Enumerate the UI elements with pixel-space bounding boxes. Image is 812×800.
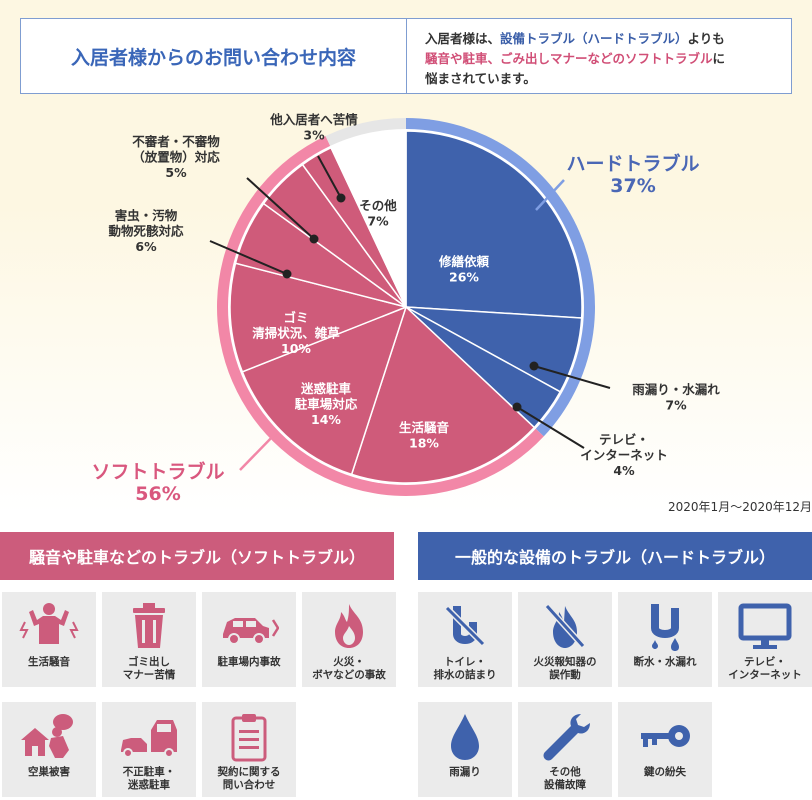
soft-tile-3: 火災・ ボヤなどの事故 <box>302 592 396 687</box>
burglar-icon <box>19 710 79 762</box>
soft-tile-label: 駐車場内事故 <box>217 656 281 668</box>
soft-trouble-header: 騒音や駐車などのトラブル（ソフトトラブル） <box>0 532 394 580</box>
hard-tile-1: 火災報知器の 誤作動 <box>518 592 612 687</box>
header-box: 入居者様からのお問い合わせ内容 入居者様は、設備トラブル（ハードトラブル）よりも… <box>20 18 792 94</box>
fire-alarm-off-icon <box>535 600 595 652</box>
hard-tile-6: 鍵の紛失 <box>618 702 712 797</box>
header-description: 入居者様は、設備トラブル（ハードトラブル）よりも 騒音や駐車、ごみ出しマナーなど… <box>407 19 791 93</box>
tv-monitor-icon <box>735 600 795 652</box>
soft-group-connector <box>239 432 277 471</box>
leader-line-3 <box>246 177 315 240</box>
key-icon <box>635 710 695 762</box>
soft-tile-label: ゴミ出し マナー苦情 <box>122 656 176 681</box>
hard-trouble-header: 一般的な設備のトラブル（ハードトラブル） <box>418 532 812 580</box>
inner-label-4: その他 7% <box>359 198 397 229</box>
leader-dot-0 <box>529 361 539 371</box>
outer-label-1: テレビ・インターネット 4% <box>580 432 668 478</box>
hard-group-label: ハードトラブル 37% <box>566 152 699 197</box>
desc-text-3: に <box>712 51 726 66</box>
date-range-note: 2020年1月～2020年12月 <box>668 500 812 514</box>
hard-tile-label: トイレ・ 排水の詰まり <box>433 656 497 681</box>
soft-tile-6: 契約に関する 問い合わせ <box>202 702 296 797</box>
outer-label-3: 不審者・不審物（放置物）対応 5% <box>132 134 220 180</box>
hard-tile-2: 断水・水漏れ <box>618 592 712 687</box>
leader-dot-1 <box>512 402 522 412</box>
outer-label-2: 害虫・汚物動物死骸対応 6% <box>108 208 184 254</box>
soft-tile-label: 火災・ ボヤなどの事故 <box>312 656 386 681</box>
hard-tile-5: その他 設備故障 <box>518 702 612 797</box>
inner-label-3: ゴミ清掃状況、雑草 10% <box>252 310 340 356</box>
hard-tile-label: 雨漏り <box>449 766 481 778</box>
desc-hard-highlight: 設備トラブル（ハードトラブル） <box>500 31 688 46</box>
inner-label-1: 生活騒音 18% <box>399 420 450 451</box>
soft-tile-label: 生活騒音 <box>28 656 70 668</box>
hard-tile-label: その他 設備故障 <box>544 766 586 791</box>
desc-soft-highlight: 騒音や駐車、ごみ出しマナーなどのソフトトラブル <box>425 51 713 66</box>
hard-tile-label: 鍵の紛失 <box>644 766 686 778</box>
hard-tile-4: 雨漏り <box>418 702 512 797</box>
soft-tile-label: 不正駐車・ 迷惑駐車 <box>122 766 176 791</box>
inner-label-0: 修繕依頼 26% <box>438 254 490 285</box>
leader-line-2 <box>209 240 288 275</box>
leader-dot-3 <box>309 234 319 244</box>
soft-tile-label: 空巣被害 <box>28 766 70 778</box>
soft-group-label: ソフトトラブル 56% <box>91 460 224 505</box>
hard-group-connector <box>535 179 565 211</box>
water-leak-icon <box>635 600 695 652</box>
leader-dot-4 <box>336 193 346 203</box>
noise-person-icon <box>19 600 79 652</box>
hard-tile-0: トイレ・ 排水の詰まり <box>418 592 512 687</box>
trash-can-icon <box>119 600 179 652</box>
pie-slice-0 <box>405 130 583 319</box>
desc-text-4: 悩まされています。 <box>425 71 536 86</box>
pie-slice-9 <box>330 130 407 308</box>
hard-tile-label: 火災報知器の 誤作動 <box>533 656 597 681</box>
pie-slice-5 <box>229 262 409 373</box>
soft-tile-2: 駐車場内事故 <box>202 592 296 687</box>
soft-tile-label: 契約に関する 問い合わせ <box>217 766 281 791</box>
raindrop-icon <box>435 710 495 762</box>
fire-icon <box>319 600 379 652</box>
pie-slice-4 <box>241 305 408 476</box>
leader-line-0 <box>533 365 611 389</box>
car-crash-icon <box>219 600 280 652</box>
outer-label-4: 他入居者へ苦情 3% <box>269 112 358 143</box>
hard-tile-label: テレビ・ インターネット <box>728 656 802 681</box>
soft-tile-0: 生活騒音 <box>2 592 96 687</box>
pie-chart: 修繕依頼 26% 生活騒音 18% 迷惑駐車駐車場対応 14% ゴミ清掃状況、雑草 10% その… <box>91 112 720 505</box>
wrench-icon <box>535 710 595 762</box>
leader-line-1 <box>516 406 585 449</box>
desc-text-1: 入居者様は、 <box>425 31 501 46</box>
desc-text-2: よりも <box>687 31 725 46</box>
page-title: 入居者様からのお問い合わせ内容 <box>21 19 407 93</box>
clipboard-icon <box>219 710 279 762</box>
inner-label-2: 迷惑駐車駐車場対応 14% <box>295 381 358 427</box>
hard-tile-3: テレビ・ インターネット <box>718 592 812 687</box>
illegal-parking-icon <box>119 710 179 762</box>
soft-tile-1: ゴミ出し マナー苦情 <box>102 592 196 687</box>
soft-tile-4: 空巣被害 <box>2 702 96 797</box>
outer-label-0: 雨漏り・水漏れ 7% <box>632 382 720 413</box>
soft-tile-5: 不正駐車・ 迷惑駐車 <box>102 702 196 797</box>
pie-slice-3 <box>350 305 536 484</box>
leader-dot-2 <box>282 269 292 279</box>
leader-line-4 <box>317 155 342 199</box>
hard-tile-label: 断水・水漏れ <box>633 656 697 668</box>
clogged-drain-icon <box>435 600 495 652</box>
